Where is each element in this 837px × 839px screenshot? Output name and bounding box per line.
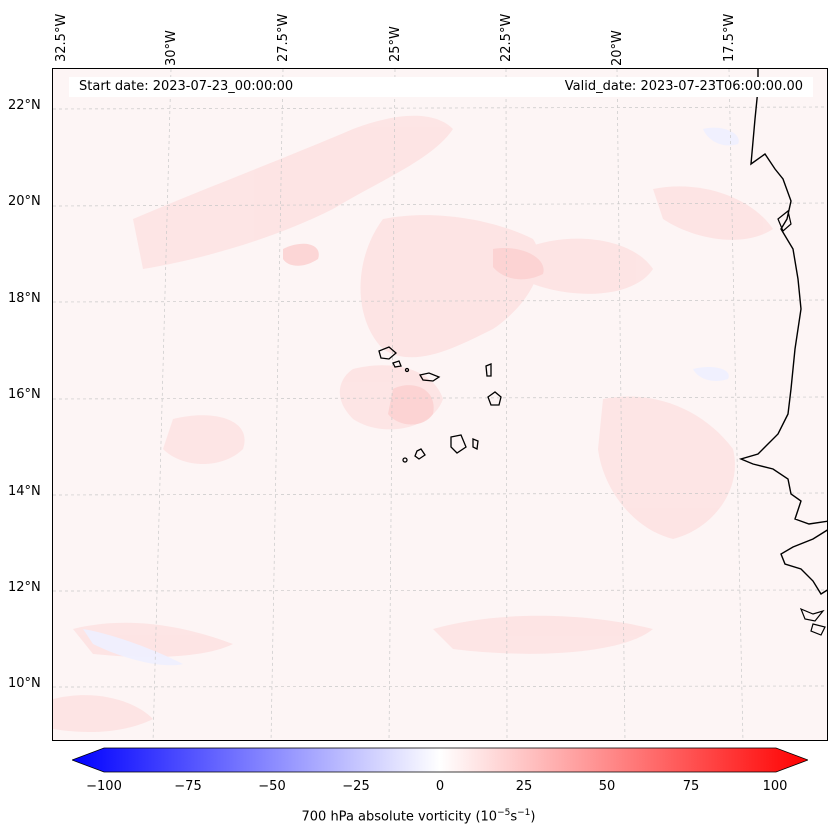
colorbar-tick-m25: −25 [342,779,370,794]
lat-label-14n: 14°N [8,484,41,499]
colorbar-tick-25: 25 [515,779,533,794]
vorticity-shading-positive [53,115,773,732]
lon-label-32-5w: 32.5°W [54,13,69,62]
colorbar-tick-m100: −100 [86,779,122,794]
lon-label-17-5w: 17.5°W [722,13,737,62]
lon-label-22-5w: 22.5°W [499,13,514,62]
colorbar-tick-75: 75 [682,779,700,794]
vorticity-shading-negative [83,127,739,666]
graticule [53,69,827,740]
vorticity-shading-stronger [283,243,544,425]
lon-label-27-5w: 27.5°W [276,13,291,62]
colorbar-tick-100: 100 [762,779,788,794]
colorbar-tick-m50: −50 [258,779,286,794]
lat-label-12n: 12°N [8,580,41,595]
valid-date: Valid_date: 2023-07-23T06:00:00.00 [564,79,803,94]
bijagos-islands [799,607,826,636]
cape-verde-islands [378,346,502,463]
map-canvas [53,69,827,740]
lat-label-16n: 16°N [8,387,41,402]
date-info-bar: Start date: 2023-07-23_00:00:00 Valid_da… [69,77,813,97]
lon-label-25w: 25°W [388,26,403,62]
lat-label-10n: 10°N [8,676,41,691]
lat-label-22n: 22°N [8,98,41,113]
lon-label-30w: 30°W [164,30,179,66]
lat-label-20n: 20°N [8,194,41,209]
lon-label-20w: 20°W [610,30,625,66]
start-date: Start date: 2023-07-23_00:00:00 [79,79,294,94]
banc-darguin-inlets [777,209,792,233]
colorbar-tick-50: 50 [598,779,616,794]
colorbar-label: 700 hPa absolute vorticity (10−5s−1) [301,808,536,825]
vorticity-map: Start date: 2023-07-23_00:00:00 Valid_da… [52,68,828,741]
africa-coastline [738,69,827,525]
colorbar-body [72,747,808,773]
lat-label-18n: 18°N [8,291,41,306]
guinea-bissau-coast [780,529,827,595]
colorbar-tick-m75: −75 [174,779,202,794]
colorbar-tick-0: 0 [435,779,445,794]
colorbar [72,747,808,773]
